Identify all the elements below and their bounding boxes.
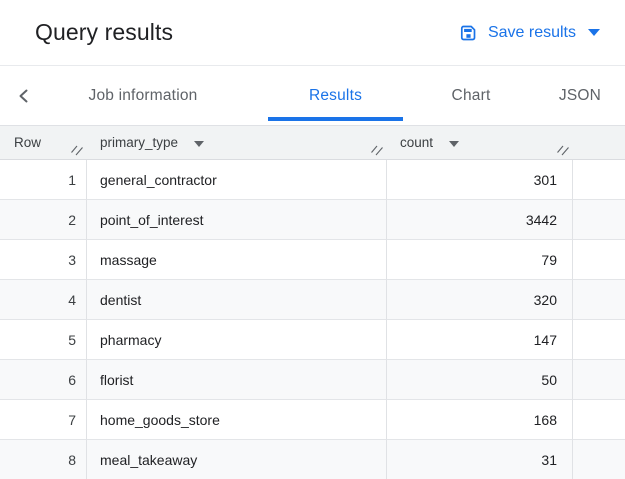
primary-type-cell: pharmacy (87, 320, 387, 360)
titlebar: Query results Save results (0, 0, 625, 66)
tab-json[interactable]: JSON (539, 66, 621, 125)
column-menu-caret-icon[interactable] (194, 140, 205, 147)
count-cell: 320 (387, 280, 573, 320)
row-number-cell: 5 (0, 320, 87, 360)
filler-cell (573, 240, 625, 280)
row-number-cell: 1 (0, 160, 87, 200)
count-cell: 79 (387, 240, 573, 280)
filler-cell (573, 360, 625, 400)
column-label: Row (14, 135, 42, 150)
count-cell: 168 (387, 400, 573, 440)
column-resize-icon[interactable] (371, 144, 384, 156)
tab-label: Job information (88, 86, 198, 104)
tab-job-information[interactable]: Job information (48, 66, 238, 125)
table-row: 7 home_goods_store 168 (0, 400, 625, 440)
row-number-cell: 6 (0, 360, 87, 400)
column-header-count[interactable]: count (387, 126, 573, 159)
primary-type-cell: meal_takeaway (87, 440, 387, 479)
table-row: 4 dentist 320 (0, 280, 625, 320)
row-number-cell: 4 (0, 280, 87, 320)
save-results-button[interactable]: Save results (458, 23, 600, 43)
save-results-label: Save results (487, 23, 576, 41)
count-cell: 3442 (387, 200, 573, 240)
tab-bar: Job information Results Chart JSON (0, 66, 625, 126)
table-row: 5 pharmacy 147 (0, 320, 625, 360)
table-row: 8 meal_takeaway 31 (0, 440, 625, 479)
primary-type-cell: florist (87, 360, 387, 400)
save-icon (458, 23, 478, 43)
tab-label: JSON (558, 86, 602, 104)
count-cell: 31 (387, 440, 573, 479)
filler-cell (573, 440, 625, 479)
filler-cell (573, 400, 625, 440)
column-resize-icon[interactable] (557, 144, 570, 156)
table-row: 3 massage 79 (0, 240, 625, 280)
filler-cell (573, 280, 625, 320)
column-header-primary-type[interactable]: primary_type (87, 126, 387, 159)
row-number-cell: 8 (0, 440, 87, 479)
filler-cell (573, 320, 625, 360)
tab-label: Chart (451, 86, 491, 104)
column-label: primary_type (100, 135, 179, 150)
table-header: Row primary_type count (0, 126, 625, 160)
tab-chart[interactable]: Chart (431, 66, 511, 125)
page-title: Query results (35, 19, 174, 45)
column-resize-icon[interactable] (71, 144, 84, 156)
column-header-filler (573, 126, 625, 159)
table-body: 1 general_contractor 301 2 point_of_inte… (0, 160, 625, 479)
count-cell: 147 (387, 320, 573, 360)
column-menu-caret-icon[interactable] (449, 140, 460, 147)
row-number-cell: 7 (0, 400, 87, 440)
tab-label: Results (308, 86, 363, 104)
count-cell: 50 (387, 360, 573, 400)
primary-type-cell: home_goods_store (87, 400, 387, 440)
primary-type-cell: general_contractor (87, 160, 387, 200)
column-header-row[interactable]: Row (0, 126, 87, 159)
tab-results[interactable]: Results (268, 66, 403, 125)
chevron-left-icon[interactable] (0, 66, 48, 125)
column-label: count (400, 135, 434, 150)
row-number-cell: 2 (0, 200, 87, 240)
row-number-cell: 3 (0, 240, 87, 280)
primary-type-cell: massage (87, 240, 387, 280)
primary-type-cell: point_of_interest (87, 200, 387, 240)
caret-down-icon (588, 29, 600, 36)
filler-cell (573, 200, 625, 240)
active-tab-underline (268, 117, 403, 121)
count-cell: 301 (387, 160, 573, 200)
table-row: 6 florist 50 (0, 360, 625, 400)
table-row: 2 point_of_interest 3442 (0, 200, 625, 240)
primary-type-cell: dentist (87, 280, 387, 320)
filler-cell (573, 160, 625, 200)
table-row: 1 general_contractor 301 (0, 160, 625, 200)
